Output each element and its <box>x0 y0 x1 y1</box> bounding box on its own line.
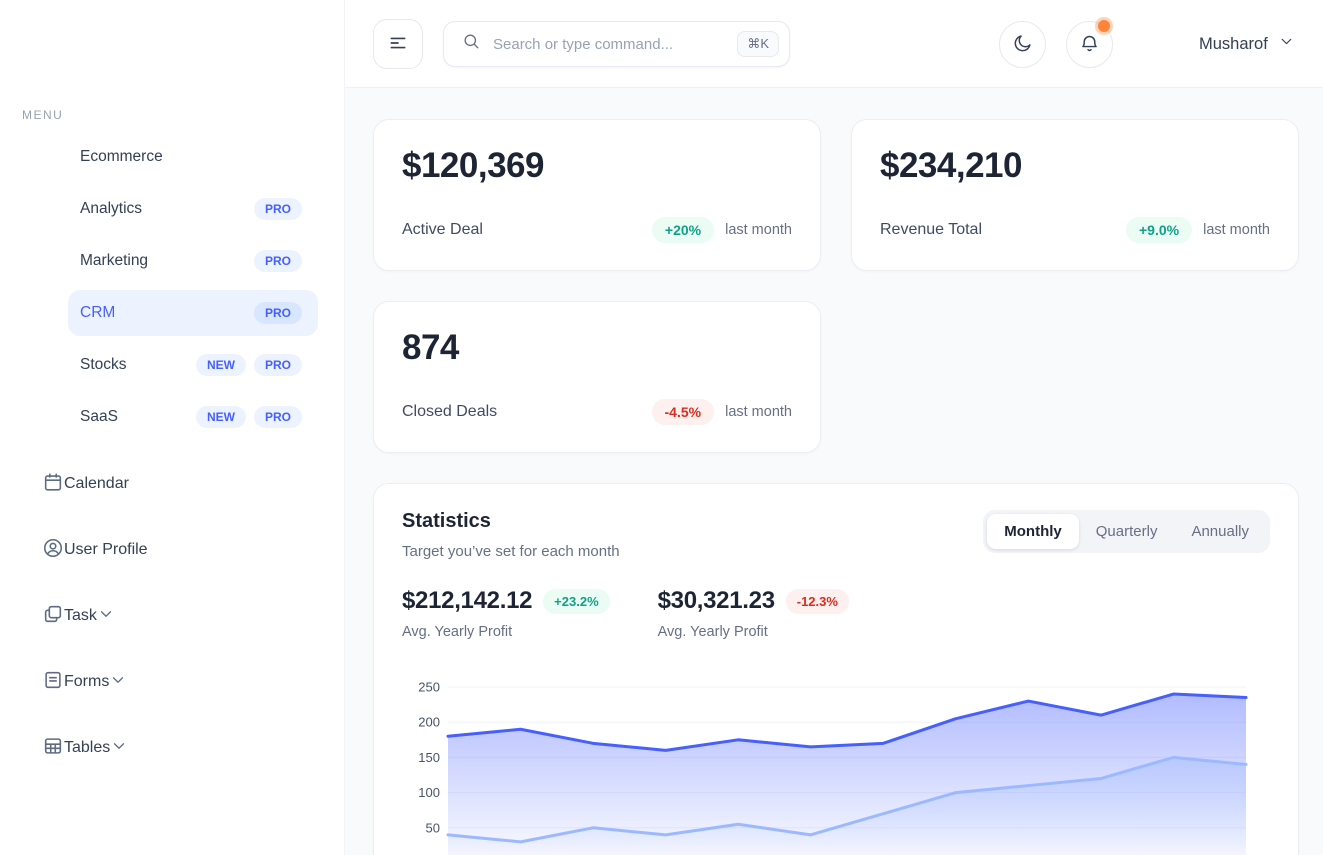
stat-value: $212,142.12 <box>402 587 533 614</box>
search-input[interactable] <box>493 35 738 53</box>
calendar-icon <box>42 471 64 498</box>
new-badge: NEW <box>195 406 246 428</box>
sidebar-item-label: Forms <box>64 673 110 690</box>
stat-label: Avg. Yearly Profit <box>402 624 513 640</box>
trend-badge: -12.3% <box>785 588 849 614</box>
sidebar-item-calendar[interactable]: Calendar <box>22 461 318 507</box>
task-icon <box>42 603 64 630</box>
svg-text:200: 200 <box>418 715 440 730</box>
sidebar-item-task[interactable]: Task <box>22 593 318 639</box>
chevron-down-icon <box>110 737 128 760</box>
search-icon <box>462 32 481 56</box>
sidebar-item-label: Stocks <box>80 356 127 373</box>
stat-group: $30,321.23 -12.3% Avg. Yearly Profit <box>658 587 849 640</box>
sidebar-item-label: Marketing <box>80 252 149 269</box>
statistics-card: Statistics Target you’ve set for each mo… <box>373 483 1299 855</box>
statistics-subtitle: Target you’ve set for each month <box>402 543 620 560</box>
period-tab-group: Monthly Quarterly Annually <box>983 510 1270 553</box>
trend-badge: -4.5% <box>651 399 715 425</box>
sidebar-item-label: Calendar <box>64 475 129 492</box>
sidebar-item-analytics[interactable]: Analytics PRO <box>68 186 318 232</box>
tab-monthly[interactable]: Monthly <box>987 514 1079 549</box>
tab-quarterly[interactable]: Quarterly <box>1095 523 1158 540</box>
statistics-title: Statistics <box>402 510 491 532</box>
keyboard-shortcut-badge: ⌘K <box>737 31 779 57</box>
svg-text:50: 50 <box>426 820 440 835</box>
metric-value: $234,210 <box>880 146 1022 185</box>
sidebar-item-label: CRM <box>80 304 116 321</box>
svg-text:100: 100 <box>418 785 440 800</box>
metric-period: last month <box>725 222 792 238</box>
sidebar-item-marketing[interactable]: Marketing PRO <box>68 238 318 284</box>
chevron-down-icon <box>109 671 127 694</box>
tab-annually[interactable]: Annually <box>1191 523 1249 540</box>
sidebar-item-forms[interactable]: Forms <box>22 659 318 705</box>
statistics-chart-area: 250200150100500 <box>402 677 1270 855</box>
metric-label: Active Deal <box>402 221 483 238</box>
pro-badge: PRO <box>253 354 302 376</box>
trend-badge: +20% <box>651 217 715 243</box>
metric-value: 874 <box>402 328 459 367</box>
sidebar-item-tables[interactable]: Tables <box>22 725 318 771</box>
sidebar-item-saas[interactable]: SaaS NEW PRO <box>68 394 318 440</box>
pro-badge: PRO <box>253 406 302 428</box>
sidebar-item-ecommerce[interactable]: Ecommerce <box>68 134 318 180</box>
trend-badge: +9.0% <box>1126 217 1193 243</box>
trend-badge: +23.2% <box>543 588 610 614</box>
metric-card-closed-deals: 874 Closed Deals -4.5% last month <box>373 301 821 453</box>
moon-icon <box>1012 33 1033 57</box>
sidebar-item-label: User Profile <box>64 541 148 558</box>
metric-value: $120,369 <box>402 146 544 185</box>
sidebar-item-label: Task <box>64 607 97 624</box>
pro-badge: PRO <box>253 198 302 220</box>
search-bar[interactable]: ⌘K <box>443 21 790 67</box>
bell-icon <box>1079 33 1100 57</box>
metric-cards: $120,369 Active Deal +20% last month $23… <box>373 119 1299 453</box>
user-menu[interactable]: Musharof <box>1199 0 1295 88</box>
tables-icon <box>42 735 64 762</box>
sidebar-item-label: Tables <box>64 739 111 756</box>
metric-label: Closed Deals <box>402 403 498 420</box>
metric-period: last month <box>1203 222 1270 238</box>
pro-badge: PRO <box>253 302 302 324</box>
sidebar-section-label: MENU <box>22 108 64 122</box>
stat-value: $30,321.23 <box>657 587 775 614</box>
user-name: Musharof <box>1199 34 1268 53</box>
new-badge: NEW <box>195 354 246 376</box>
sidebar-item-label: SaaS <box>80 408 118 425</box>
sidebar-item-stocks[interactable]: Stocks NEW PRO <box>68 342 318 388</box>
dark-mode-toggle-button[interactable] <box>999 21 1046 68</box>
svg-text:250: 250 <box>418 680 440 695</box>
sidebar: MENU Dashboard Ecommerce Analytics PRO M… <box>0 0 397 855</box>
statistics-summary: $212,142.12 +23.2% Avg. Yearly Profit $3… <box>402 587 1270 640</box>
sidebar-item-label: Ecommerce <box>80 148 163 165</box>
dashboard-submenu: Ecommerce Analytics PRO Marketing PRO CR… <box>22 134 318 440</box>
notification-dot <box>1098 20 1110 32</box>
main-content: $120,369 Active Deal +20% last month $23… <box>345 88 1323 855</box>
hamburger-icon <box>388 33 408 56</box>
stat-label: Avg. Yearly Profit <box>657 624 768 640</box>
forms-icon <box>42 669 64 696</box>
metric-card-revenue-total: $234,210 Revenue Total +9.0% last month <box>851 119 1299 271</box>
header: ⌘K Musharof <box>345 0 1323 88</box>
statistics-chart: 250200150100500 <box>418 680 1248 855</box>
sidebar-toggle-button[interactable] <box>373 19 423 69</box>
stat-group: $212,142.12 +23.2% Avg. Yearly Profit <box>402 587 610 640</box>
chevron-down-icon <box>1278 33 1295 55</box>
sidebar-item-crm[interactable]: CRM PRO <box>68 290 318 336</box>
sidebar-item-user-profile[interactable]: User Profile <box>22 527 318 573</box>
metric-card-active-deal: $120,369 Active Deal +20% last month <box>373 119 821 271</box>
svg-text:150: 150 <box>418 750 440 765</box>
pro-badge: PRO <box>253 250 302 272</box>
sidebar-item-label: Analytics <box>80 200 143 217</box>
notifications-button[interactable] <box>1066 20 1113 68</box>
metric-label: Revenue Total <box>880 221 982 238</box>
metric-period: last month <box>725 404 792 420</box>
user-icon <box>42 537 64 564</box>
sidebar-nav-group: Calendar User Profile Task Forms <box>22 461 318 771</box>
chevron-down-icon <box>97 605 115 628</box>
